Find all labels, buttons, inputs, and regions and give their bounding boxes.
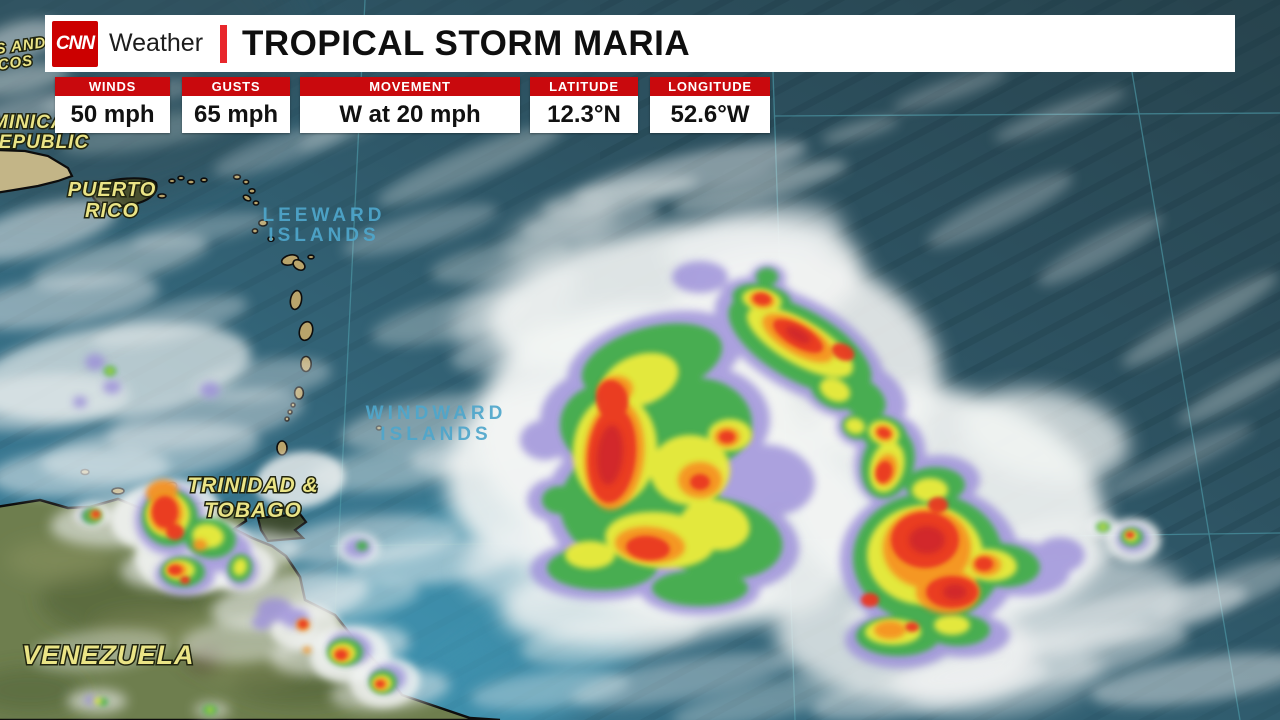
- svg-text:REPUBLIC: REPUBLIC: [0, 132, 89, 153]
- svg-text:RICO: RICO: [85, 200, 139, 222]
- stat-movement: MOVEMENT W at 20 mph: [300, 77, 520, 133]
- svg-text:PUERTO: PUERTO: [68, 179, 157, 201]
- stat-longitude-value: 52.6°W: [650, 96, 770, 133]
- svg-text:LEEWARD: LEEWARD: [263, 205, 386, 226]
- stat-latitude-value: 12.3°N: [530, 96, 638, 133]
- map-place-labels: S AND COS MINICAN REPUBLIC PUERTO RICO L…: [0, 33, 507, 672]
- svg-text:ISLANDS: ISLANDS: [268, 225, 379, 246]
- stat-movement-label: MOVEMENT: [300, 77, 520, 96]
- stat-gusts-value: 65 mph: [182, 96, 290, 133]
- label-windward-islands: WINDWARD ISLANDS: [366, 403, 507, 445]
- radar-core-layer: [596, 326, 967, 600]
- label-leeward-islands: LEEWARD ISLANDS: [263, 205, 386, 246]
- stat-winds-value: 50 mph: [55, 96, 170, 133]
- svg-text:TOBAGO: TOBAGO: [204, 499, 302, 522]
- svg-text:VENEZUELA: VENEZUELA: [22, 640, 195, 670]
- virgin-islands: [168, 175, 208, 185]
- stat-longitude-label: LONGITUDE: [650, 77, 770, 96]
- label-venezuela: VENEZUELA: [21, 639, 196, 672]
- stat-gusts-label: GUSTS: [182, 77, 290, 96]
- stat-winds: WINDS 50 mph: [55, 77, 170, 133]
- stat-winds-label: WINDS: [55, 77, 170, 96]
- label-puerto-rico: PUERTO RICO: [66, 178, 157, 224]
- header-bar: CNN Weather TROPICAL STORM MARIA: [45, 15, 1235, 72]
- svg-text:WINDWARD: WINDWARD: [366, 403, 507, 424]
- title-divider: [220, 24, 228, 63]
- dominican-republic-landmass: [0, 149, 74, 194]
- svg-text:TRINIDAD &: TRINIDAD &: [187, 474, 318, 497]
- stat-movement-value: W at 20 mph: [300, 96, 520, 133]
- svg-text:ISLANDS: ISLANDS: [380, 424, 491, 445]
- label-trinidad-tobago: TRINIDAD & TOBAGO: [186, 473, 319, 524]
- stat-longitude: LONGITUDE 52.6°W: [650, 77, 770, 133]
- stat-gusts: GUSTS 65 mph: [182, 77, 290, 133]
- section-name: Weather: [109, 29, 204, 57]
- stat-latitude-label: LATITUDE: [530, 77, 638, 96]
- stat-latitude: LATITUDE 12.3°N: [530, 77, 638, 133]
- cnn-logo: CNN: [52, 20, 98, 67]
- storm-title: TROPICAL STORM MARIA: [242, 23, 691, 63]
